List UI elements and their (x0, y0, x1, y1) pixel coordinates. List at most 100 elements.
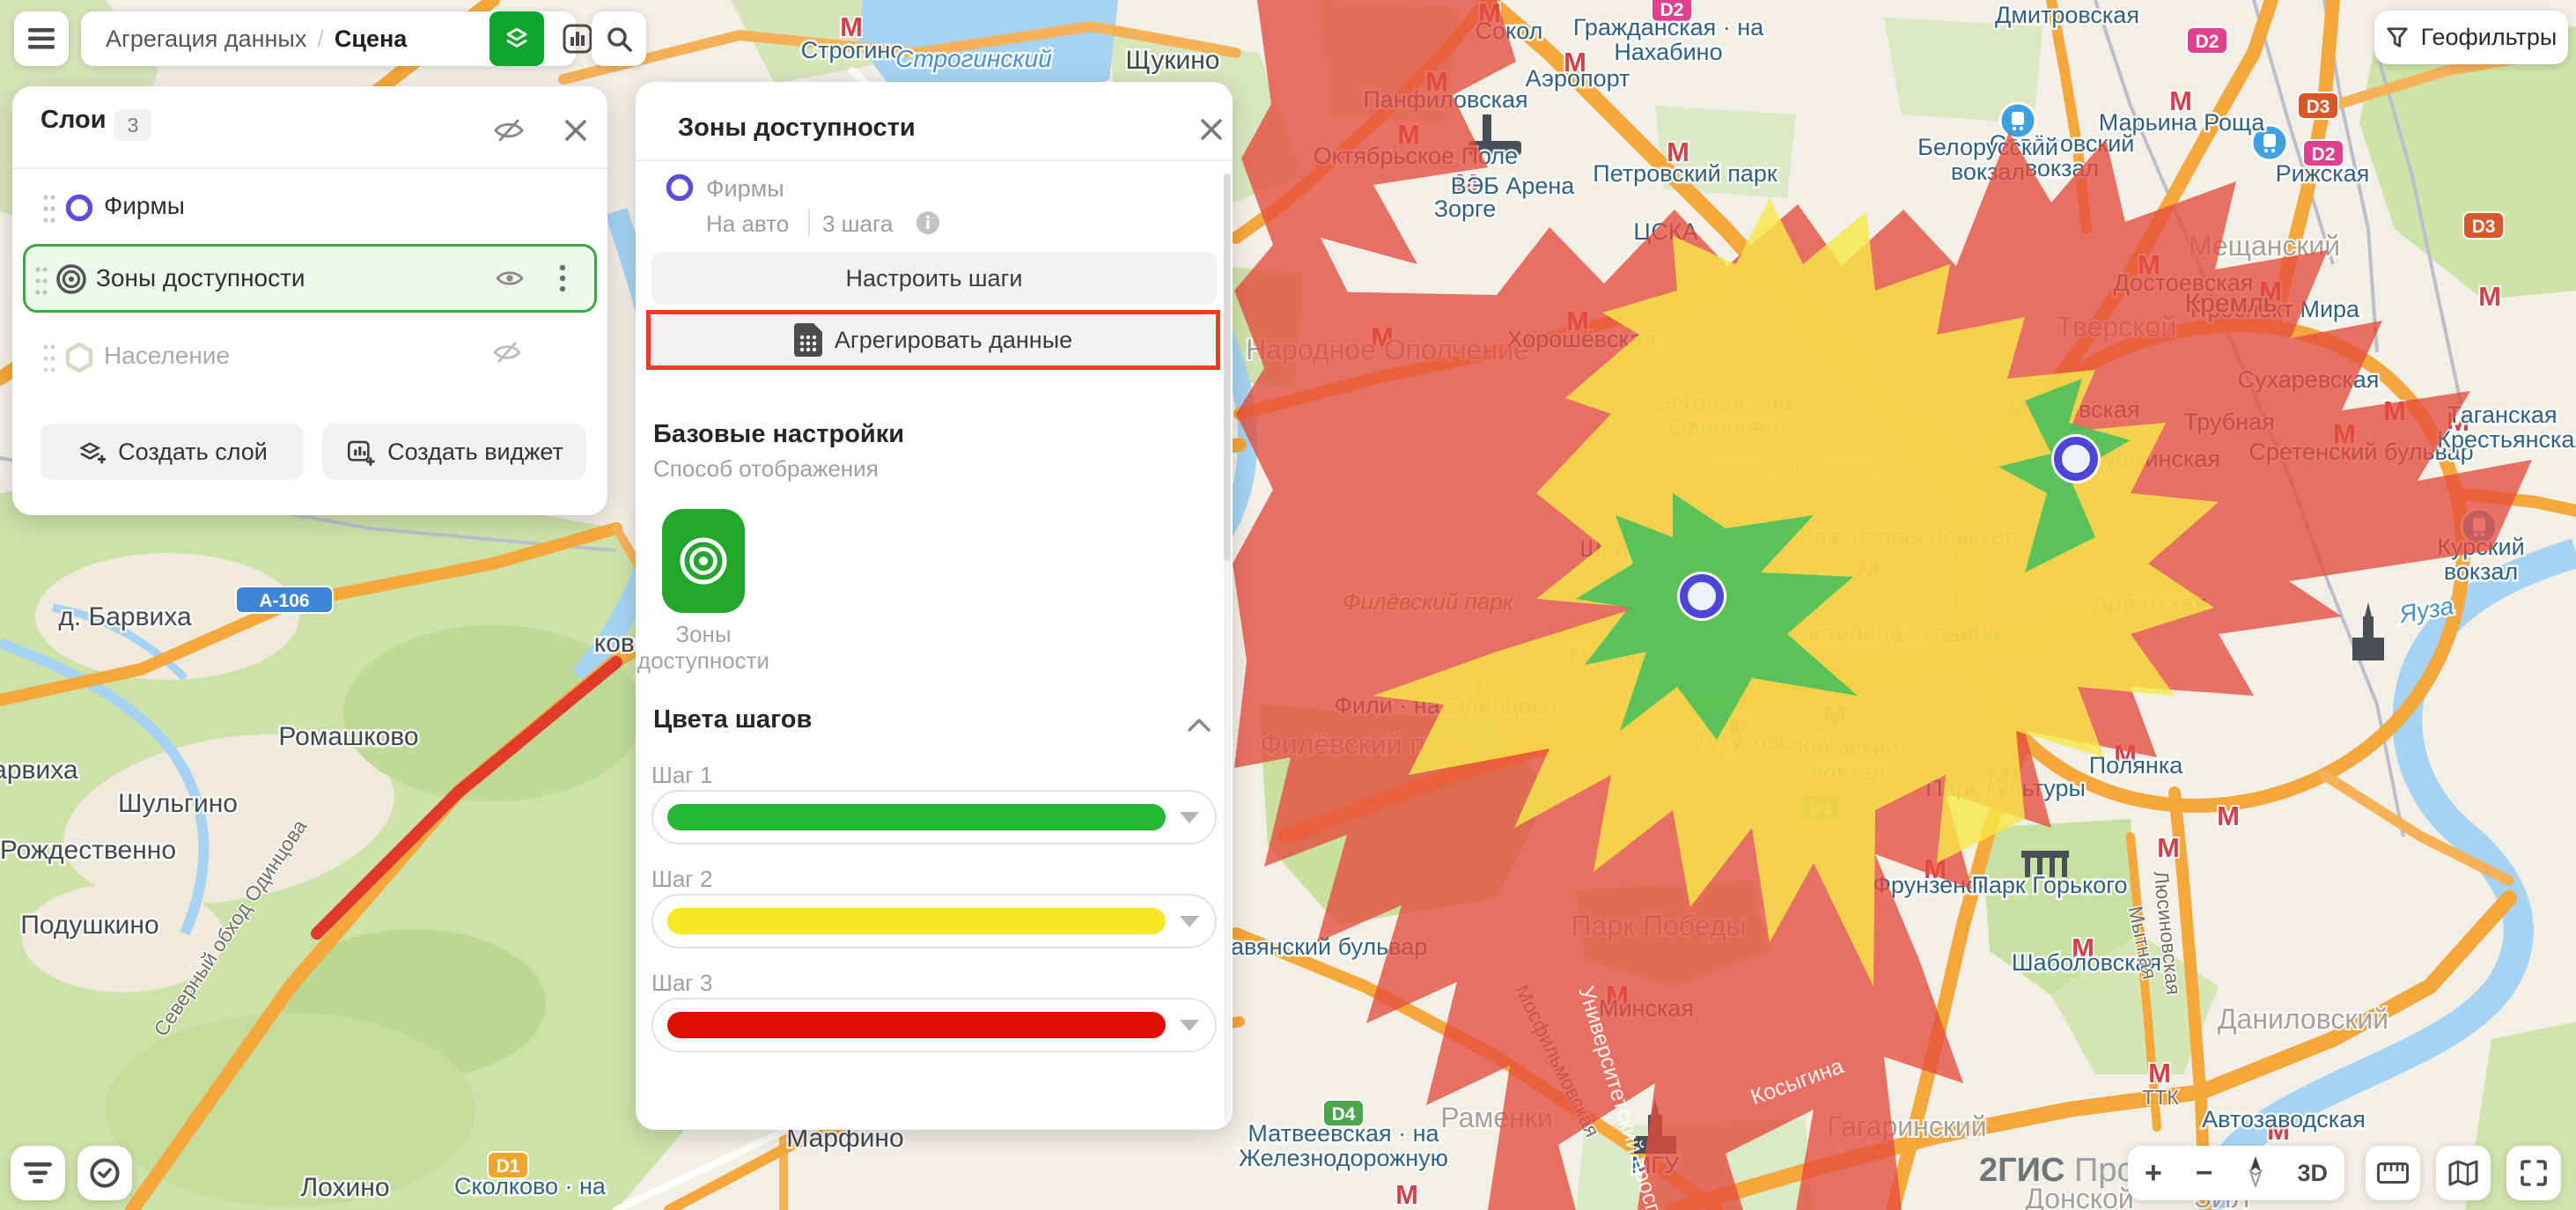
drag-handle-icon[interactable] (34, 264, 48, 298)
map-label: Рождественно (0, 836, 176, 865)
zoom-in-button[interactable]: + (2144, 1155, 2162, 1190)
accessibility-zones (1233, 0, 2532, 1210)
layer-row-firms[interactable]: Фирмы (23, 176, 597, 240)
step-colors-list: Шаг 1 Шаг 2 Шаг 3 (636, 760, 1233, 1072)
breadcrumb-scene[interactable]: Сцена (334, 25, 408, 52)
step-color-swatch (667, 908, 1166, 934)
metro-icon: М (2169, 85, 2192, 116)
map-label: Шаболовская (2012, 949, 2161, 976)
configure-steps-button[interactable]: Настроить шаги (651, 252, 1217, 305)
menu-button[interactable] (14, 11, 69, 66)
step-color-select[interactable] (651, 998, 1217, 1052)
close-layers-panel-button[interactable] (556, 111, 595, 150)
layer-menu-button[interactable] (547, 259, 578, 298)
step-color-swatch (667, 804, 1166, 830)
search-icon (607, 27, 632, 52)
time-filter-button[interactable] (77, 1146, 132, 1200)
map-label: Ромашково (278, 722, 418, 751)
create-layer-button[interactable]: Создать слой (40, 424, 304, 480)
aggregate-data-button[interactable]: Агрегировать данные (651, 314, 1216, 365)
mode-divider (808, 209, 810, 237)
geofilters-button[interactable]: Геофильтры (2374, 11, 2568, 64)
layer-hidden-button[interactable] (488, 333, 526, 372)
map-label: Щукино (1126, 46, 1220, 75)
drag-handle-icon[interactable] (42, 192, 56, 225)
step-color-row: Шаг 2 (651, 864, 1217, 948)
base-settings-title: Базовые настройки (653, 420, 905, 448)
traffic-jam-segment (311, 656, 622, 940)
svg-text:D2: D2 (2312, 144, 2336, 165)
map-label: Дмитровская (1995, 2, 2139, 28)
metro-icon: М (1455, 168, 1478, 199)
map-label: Шульгино (118, 789, 238, 818)
basemap-button[interactable] (2436, 1146, 2491, 1200)
svg-text:D2: D2 (2196, 32, 2219, 52)
create-widget-button[interactable]: Создать виджет (322, 424, 586, 480)
display-method-tile[interactable] (662, 509, 745, 613)
steps-info-icon[interactable] (916, 210, 940, 240)
layer-row-population[interactable]: Население (23, 326, 597, 389)
aggregate-data-label: Агрегировать данные (834, 326, 1073, 353)
collapse-section-button[interactable] (1183, 709, 1215, 741)
compass-button[interactable] (2247, 1155, 2264, 1192)
metro-icon: М (2157, 832, 2180, 863)
create-widget-icon (348, 440, 375, 466)
hamburger-icon (28, 28, 55, 49)
circle-layer-icon (65, 194, 93, 222)
ruler-icon (2377, 1162, 2409, 1184)
firm-marker[interactable] (2051, 434, 2101, 483)
fullscreen-button[interactable] (2506, 1146, 2561, 1200)
steps-count: 3 шага (822, 210, 894, 237)
map-label: Железнодорожную (1239, 1145, 1448, 1171)
map-filter-button[interactable] (11, 1146, 65, 1200)
firm-marker[interactable] (1677, 572, 1726, 621)
filter-lines-icon (24, 1162, 52, 1184)
display-method-label: Способ отображения (653, 455, 879, 482)
gorky-gate-icon (2021, 851, 2069, 877)
drag-handle-icon[interactable] (42, 342, 56, 375)
chevron-up-icon (1188, 719, 1211, 732)
hexagon-layer-icon (65, 342, 93, 373)
metro-icon: М (2267, 1115, 2290, 1146)
metro-icon: М (1395, 1179, 1418, 1210)
step-color-select[interactable] (651, 894, 1217, 948)
zones-panel-title: Зоны доступности (678, 114, 916, 142)
stadium-icon (1468, 114, 1521, 155)
circle-layer-icon (666, 173, 694, 202)
zoom-out-button[interactable]: − (2195, 1155, 2213, 1190)
map-label: ТТК (2142, 1086, 2179, 1109)
layers-panel-title: Слои (40, 106, 107, 134)
layer-population-label: Население (104, 342, 231, 369)
search-button[interactable] (592, 11, 646, 66)
map-label: Рижская (2276, 160, 2370, 187)
step-color-row: Шаг 3 (651, 968, 1217, 1052)
panel-scrollbar[interactable] (1224, 173, 1231, 1123)
layers-toggle-button[interactable] (489, 11, 544, 66)
layer-visibility-button[interactable] (490, 259, 529, 298)
dropdown-caret-icon (1180, 1019, 1199, 1031)
map-label: Строгинский (895, 45, 1052, 72)
widgets-button[interactable] (558, 21, 597, 56)
tile-caption-line2: доступности (637, 647, 770, 674)
layer-access-zones-label: Зоны доступности (96, 264, 305, 291)
breadcrumb-project[interactable]: Агрегация данных (106, 25, 307, 52)
layer-row-access-zones[interactable]: Зоны доступности (23, 244, 597, 313)
svg-text:D2: D2 (1660, 0, 1684, 20)
close-icon (565, 120, 586, 141)
rail-station-icon (2250, 123, 2289, 162)
svg-text:D3: D3 (2472, 217, 2496, 237)
map-label: Барвиха (0, 756, 78, 785)
metro-icon: М (1564, 47, 1586, 77)
step-color-swatch (667, 1012, 1166, 1038)
map-label: Таганская (2447, 402, 2557, 428)
hide-all-layers-button[interactable] (489, 111, 528, 150)
metro-icon: М (2072, 933, 2094, 963)
ruler-button[interactable] (2366, 1146, 2420, 1200)
step-color-select[interactable] (651, 790, 1217, 845)
close-zones-panel-button[interactable] (1192, 110, 1231, 149)
map-label: Белорусский (1917, 134, 2058, 160)
view-3d-button[interactable]: 3D (2297, 1159, 2329, 1186)
route-badge: D4 (1322, 1099, 1365, 1127)
route-badge: D3 (2462, 211, 2505, 240)
